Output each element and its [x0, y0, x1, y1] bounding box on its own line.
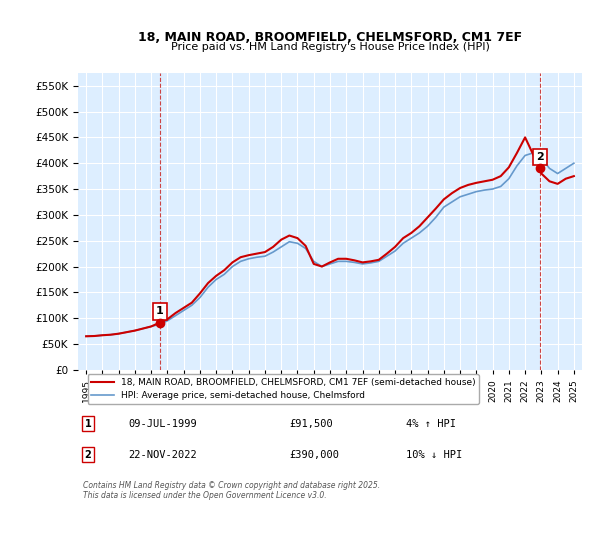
Legend: 18, MAIN ROAD, BROOMFIELD, CHELMSFORD, CM1 7EF (semi-detached house), HPI: Avera: 18, MAIN ROAD, BROOMFIELD, CHELMSFORD, C… [88, 374, 479, 404]
Text: 22-NOV-2022: 22-NOV-2022 [128, 450, 197, 460]
Text: 4% ↑ HPI: 4% ↑ HPI [406, 419, 455, 429]
Text: 18, MAIN ROAD, BROOMFIELD, CHELMSFORD, CM1 7EF: 18, MAIN ROAD, BROOMFIELD, CHELMSFORD, C… [138, 31, 522, 44]
Text: 2: 2 [536, 152, 544, 162]
Text: 1: 1 [156, 306, 164, 316]
Text: Contains HM Land Registry data © Crown copyright and database right 2025.
This d: Contains HM Land Registry data © Crown c… [83, 480, 380, 500]
Text: 1: 1 [85, 419, 91, 429]
Text: £91,500: £91,500 [290, 419, 334, 429]
Text: Price paid vs. HM Land Registry's House Price Index (HPI): Price paid vs. HM Land Registry's House … [170, 42, 490, 52]
Text: 2: 2 [85, 450, 91, 460]
Text: £390,000: £390,000 [290, 450, 340, 460]
Text: 10% ↓ HPI: 10% ↓ HPI [406, 450, 462, 460]
Text: 09-JUL-1999: 09-JUL-1999 [128, 419, 197, 429]
